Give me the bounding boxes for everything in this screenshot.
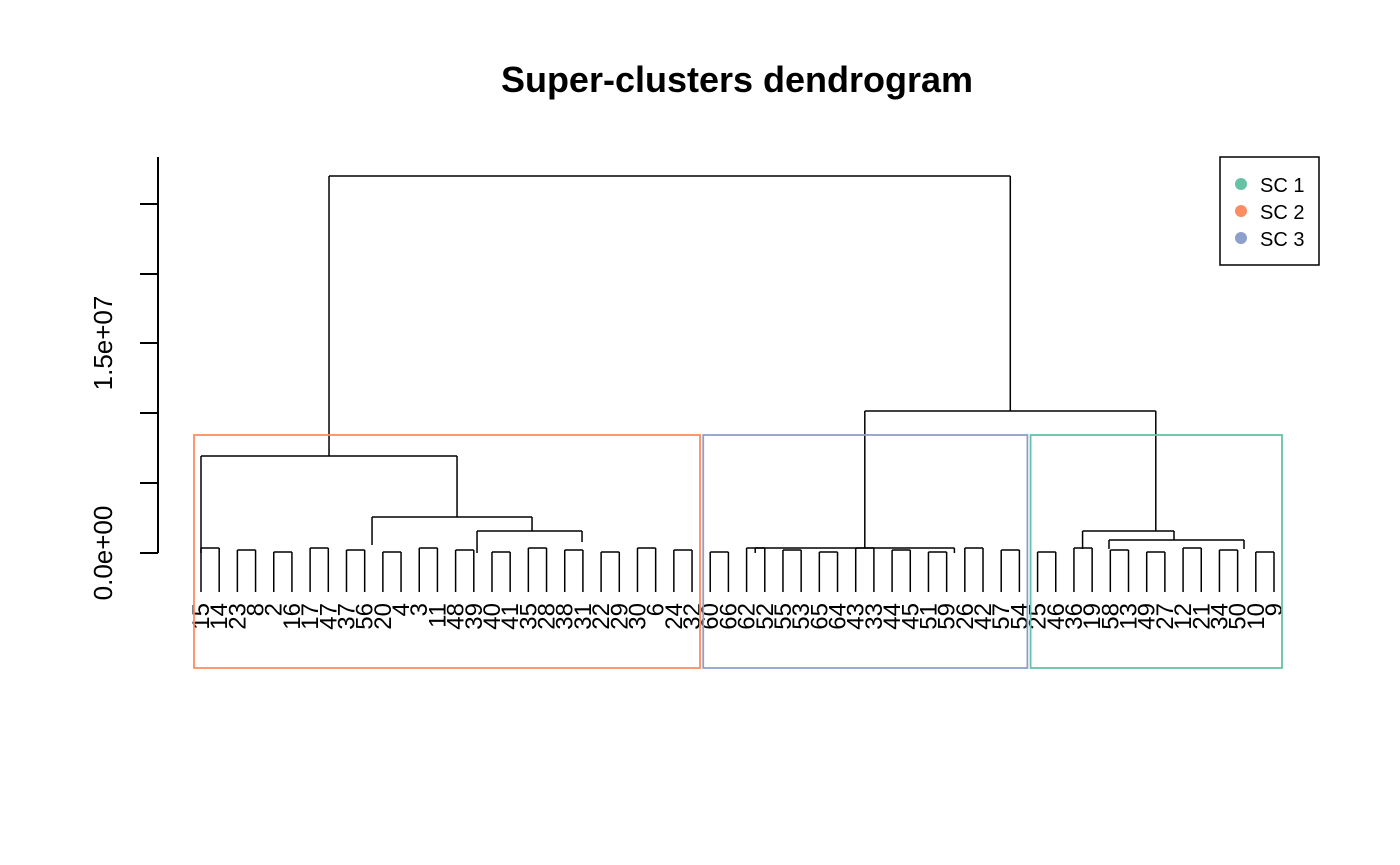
leaf-label: 22 (588, 603, 615, 630)
leaf-label: 21 (1188, 603, 1215, 630)
leaf-label: 46 (1043, 603, 1070, 630)
legend: SC 1 SC 2 SC 3 (1219, 156, 1320, 266)
leaf-label: 62 (734, 603, 761, 630)
leaf-label: 65 (806, 603, 833, 630)
leaf-label: 20 (370, 603, 397, 630)
legend-label-sc1: SC 1 (1260, 175, 1304, 197)
leaf-label: 47 (315, 603, 342, 630)
leaf-label: 15 (188, 603, 215, 630)
leaf-label: 24 (661, 603, 688, 630)
leaf-label: 56 (352, 603, 379, 630)
leaf-label: 39 (461, 603, 488, 630)
legend-marker-sc2 (1235, 205, 1247, 217)
leaf-label: 59 (934, 603, 961, 630)
cluster-boxes (193, 434, 1283, 669)
leaf-label: 14 (206, 603, 233, 630)
leaf-label: 28 (534, 603, 561, 630)
legend-label-sc2: SC 2 (1260, 202, 1304, 224)
leaf-label: 6 (643, 603, 670, 616)
leaf-label: 45 (897, 603, 924, 630)
leaf-label: 13 (1116, 603, 1143, 630)
leaf-label: 55 (770, 603, 797, 630)
cluster-box-sc3 (702, 434, 1029, 669)
leaf-label: 64 (825, 603, 852, 630)
legend-marker-sc1 (1235, 178, 1247, 190)
leaf-label: 34 (1206, 603, 1233, 630)
dendrogram-tree (200, 175, 1275, 592)
leaf-labels: 1514238216174737562043114839404135283831… (188, 603, 1288, 630)
leaf-label: 60 (697, 603, 724, 630)
leaf-label: 17 (297, 603, 324, 630)
leaf-label: 23 (224, 603, 251, 630)
leaf-label: 50 (1225, 603, 1252, 630)
leaf-label: 16 (279, 603, 306, 630)
chart-title: Super-clusters dendrogram (501, 59, 973, 100)
y-tick-label-1: 1.5e+07 (88, 296, 118, 391)
y-tick-label-0: 0.0e+00 (88, 506, 118, 601)
leaf-label: 66 (715, 603, 742, 630)
leaf-label: 37 (333, 603, 360, 630)
leaf-label: 12 (1170, 603, 1197, 630)
legend-label-sc3: SC 3 (1260, 229, 1304, 251)
leaf-label: 4 (388, 603, 415, 616)
leaf-label: 19 (1079, 603, 1106, 630)
leaf-label: 30 (624, 603, 651, 630)
leaf-label: 2 (261, 603, 288, 616)
leaf-label: 54 (1006, 603, 1033, 630)
leaf-label: 25 (1025, 603, 1052, 630)
leaf-label: 51 (915, 603, 942, 630)
leaf-label: 27 (1152, 603, 1179, 630)
leaf-label: 36 (1061, 603, 1088, 630)
leaf-label: 40 (479, 603, 506, 630)
leaf-label: 57 (988, 603, 1015, 630)
leaf-label: 8 (243, 603, 270, 616)
leaf-label: 58 (1097, 603, 1124, 630)
leaf-label: 41 (497, 603, 524, 630)
cluster-box-sc1 (1029, 434, 1283, 669)
y-axis (140, 157, 159, 554)
leaf-label: 9 (1261, 603, 1288, 616)
leaf-label: 53 (788, 603, 815, 630)
cluster-box-sc2 (193, 434, 701, 669)
leaf-label: 42 (970, 603, 997, 630)
leaf-label: 32 (679, 603, 706, 630)
leaf-label: 3 (406, 603, 433, 616)
legend-marker-sc3 (1235, 232, 1247, 244)
leaf-label: 48 (443, 603, 470, 630)
leaf-label: 29 (606, 603, 633, 630)
leaf-label: 33 (861, 603, 888, 630)
leaf-label: 11 (424, 603, 451, 628)
leaf-label: 38 (552, 603, 579, 630)
leaf-label: 44 (879, 603, 906, 630)
leaf-label: 26 (952, 603, 979, 630)
leaf-label: 31 (570, 603, 597, 630)
leaf-label: 35 (515, 603, 542, 630)
leaf-label: 52 (752, 603, 779, 630)
leaf-label: 43 (843, 603, 870, 630)
leaf-label: 10 (1243, 603, 1270, 630)
leaf-label: 49 (1134, 603, 1161, 630)
